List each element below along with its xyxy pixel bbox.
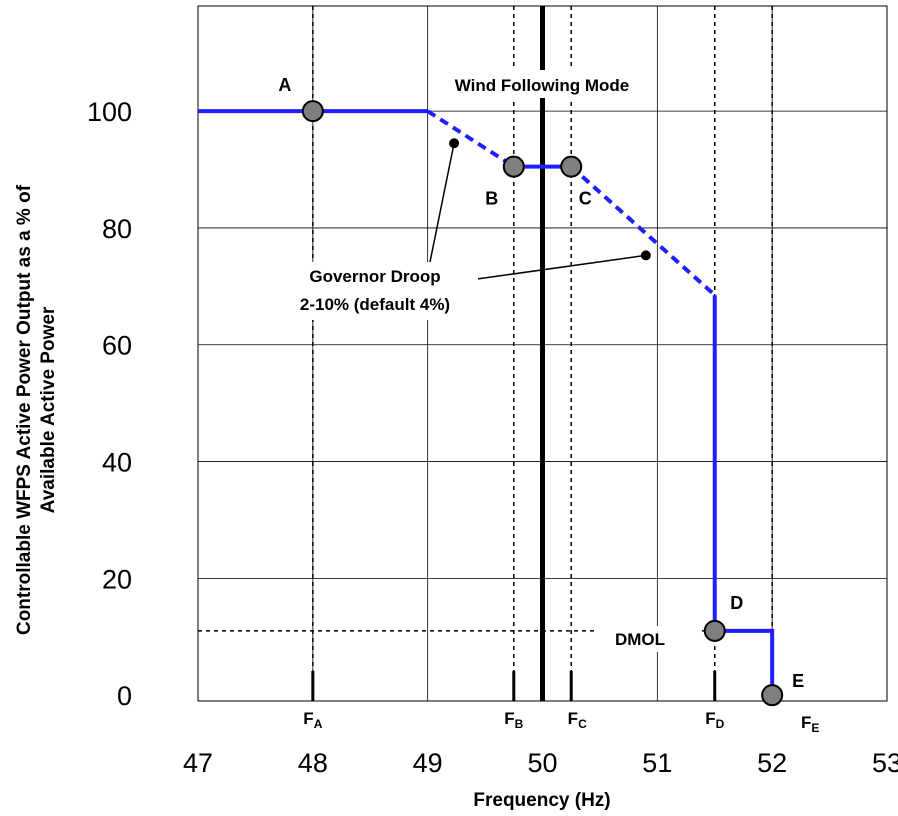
point-label-E: E [792, 671, 804, 691]
frequency-marker-label: FB [504, 709, 523, 731]
droop-leader-dot [640, 250, 651, 261]
y-tick-label: 40 [102, 448, 132, 478]
point-marker-B [502, 155, 525, 178]
frequency-marker-label: FD [705, 709, 724, 731]
y-tick-label: 60 [102, 331, 132, 361]
x-tick-label: 51 [642, 748, 672, 778]
droop-label-background [278, 262, 478, 320]
y-tick-label: 100 [87, 97, 132, 127]
frequency-marker-labels: FA FB FC FD FE [303, 709, 819, 735]
series-line-dashed [426, 109, 515, 169]
series-line-solid [712, 295, 775, 696]
x-axis-title: Frequency (Hz) [473, 790, 610, 811]
frequency-marker-label: FC [568, 709, 587, 731]
y-axis-title-line2: Available Active Power [38, 306, 59, 513]
mode-label-background [430, 70, 654, 98]
x-tick-label: 53 [872, 748, 898, 778]
x-tick-label: 48 [298, 748, 328, 778]
point-label-B: B [485, 189, 498, 209]
point-marker-C [560, 155, 583, 178]
point-marker-D [703, 619, 726, 642]
y-tick-labels: 0 20 40 60 80 100 [87, 97, 132, 711]
y-tick-label: 20 [102, 564, 132, 594]
x-tick-label: 52 [757, 748, 787, 778]
y-axis-title-line1: Controllable WFPS Active Power Output as… [14, 184, 35, 635]
frequency-marker-label: FA [303, 709, 322, 731]
point-label-D: D [730, 593, 743, 613]
frequency-marker-label: FE [801, 713, 819, 735]
point-markers [301, 100, 784, 707]
droop-label-line2: 2-10% (default 4%) [300, 295, 450, 314]
x-tick-labels: 47 48 49 50 51 52 53 [183, 748, 898, 778]
y-tick-label: 80 [102, 214, 132, 244]
x-tick-label: 47 [183, 748, 213, 778]
point-label-A: A [278, 75, 291, 95]
point-marker-A [301, 100, 324, 123]
point-marker-E [761, 684, 784, 707]
mode-label: Wind Following Mode [455, 76, 630, 95]
x-tick-label: 49 [413, 748, 443, 778]
point-label-C: C [579, 189, 592, 209]
y-tick-label: 0 [117, 681, 132, 711]
dmol-label-background [594, 626, 702, 652]
point-labels: A B C D E [278, 75, 804, 691]
droop-leader-line [469, 254, 646, 281]
annotation-lines [429, 138, 651, 281]
series-line-dashed [569, 165, 717, 297]
dmol-label: DMOL [615, 630, 665, 649]
droop-leader-dot [449, 138, 460, 149]
droop-label-line1: Governor Droop [309, 267, 440, 286]
droop-leader-line [429, 143, 455, 263]
x-tick-label: 50 [527, 748, 557, 778]
